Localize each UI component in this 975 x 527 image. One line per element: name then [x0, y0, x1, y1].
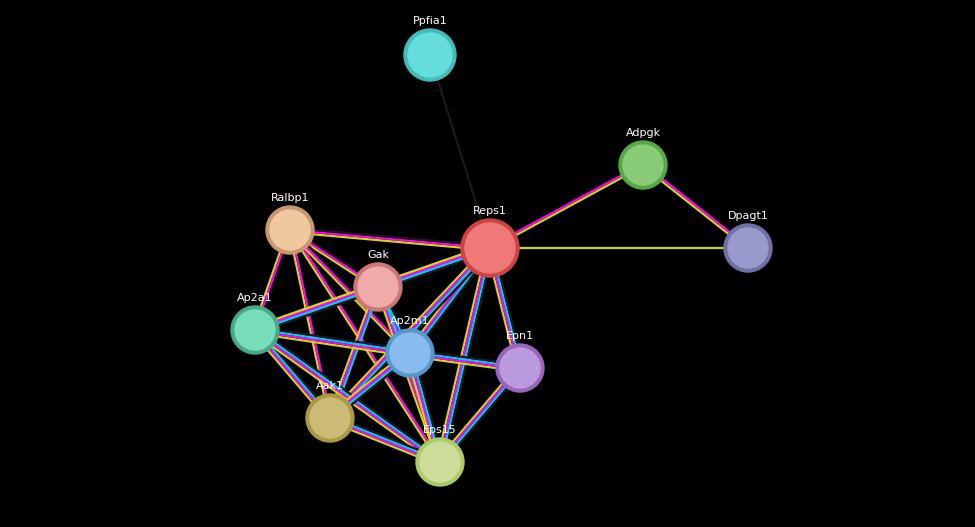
Circle shape — [416, 438, 464, 486]
Circle shape — [358, 267, 398, 307]
Circle shape — [496, 344, 544, 392]
Circle shape — [266, 206, 314, 254]
Text: Ppfia1: Ppfia1 — [412, 16, 448, 26]
Circle shape — [728, 228, 768, 268]
Circle shape — [623, 145, 663, 185]
Text: Ralbp1: Ralbp1 — [271, 193, 309, 203]
Circle shape — [386, 329, 434, 377]
Circle shape — [404, 29, 456, 81]
Circle shape — [270, 210, 310, 250]
Text: Eps15: Eps15 — [423, 425, 457, 435]
Circle shape — [354, 263, 402, 311]
Circle shape — [235, 310, 275, 350]
Text: Ap2a1: Ap2a1 — [237, 293, 273, 303]
Circle shape — [724, 224, 772, 272]
Circle shape — [390, 333, 430, 373]
Circle shape — [306, 394, 354, 442]
Circle shape — [420, 442, 460, 482]
Circle shape — [461, 219, 519, 277]
Circle shape — [619, 141, 667, 189]
Text: Reps1: Reps1 — [473, 206, 507, 216]
Circle shape — [500, 348, 540, 388]
Text: Gak: Gak — [367, 250, 389, 260]
Circle shape — [231, 306, 279, 354]
Circle shape — [465, 223, 515, 273]
Text: Dpagt1: Dpagt1 — [727, 211, 768, 221]
Circle shape — [310, 398, 350, 438]
Circle shape — [408, 33, 452, 77]
Text: Adpgk: Adpgk — [625, 128, 661, 138]
Text: Aak1: Aak1 — [316, 381, 344, 391]
Text: Ap2m1: Ap2m1 — [390, 316, 430, 326]
Text: Epn1: Epn1 — [506, 331, 534, 341]
